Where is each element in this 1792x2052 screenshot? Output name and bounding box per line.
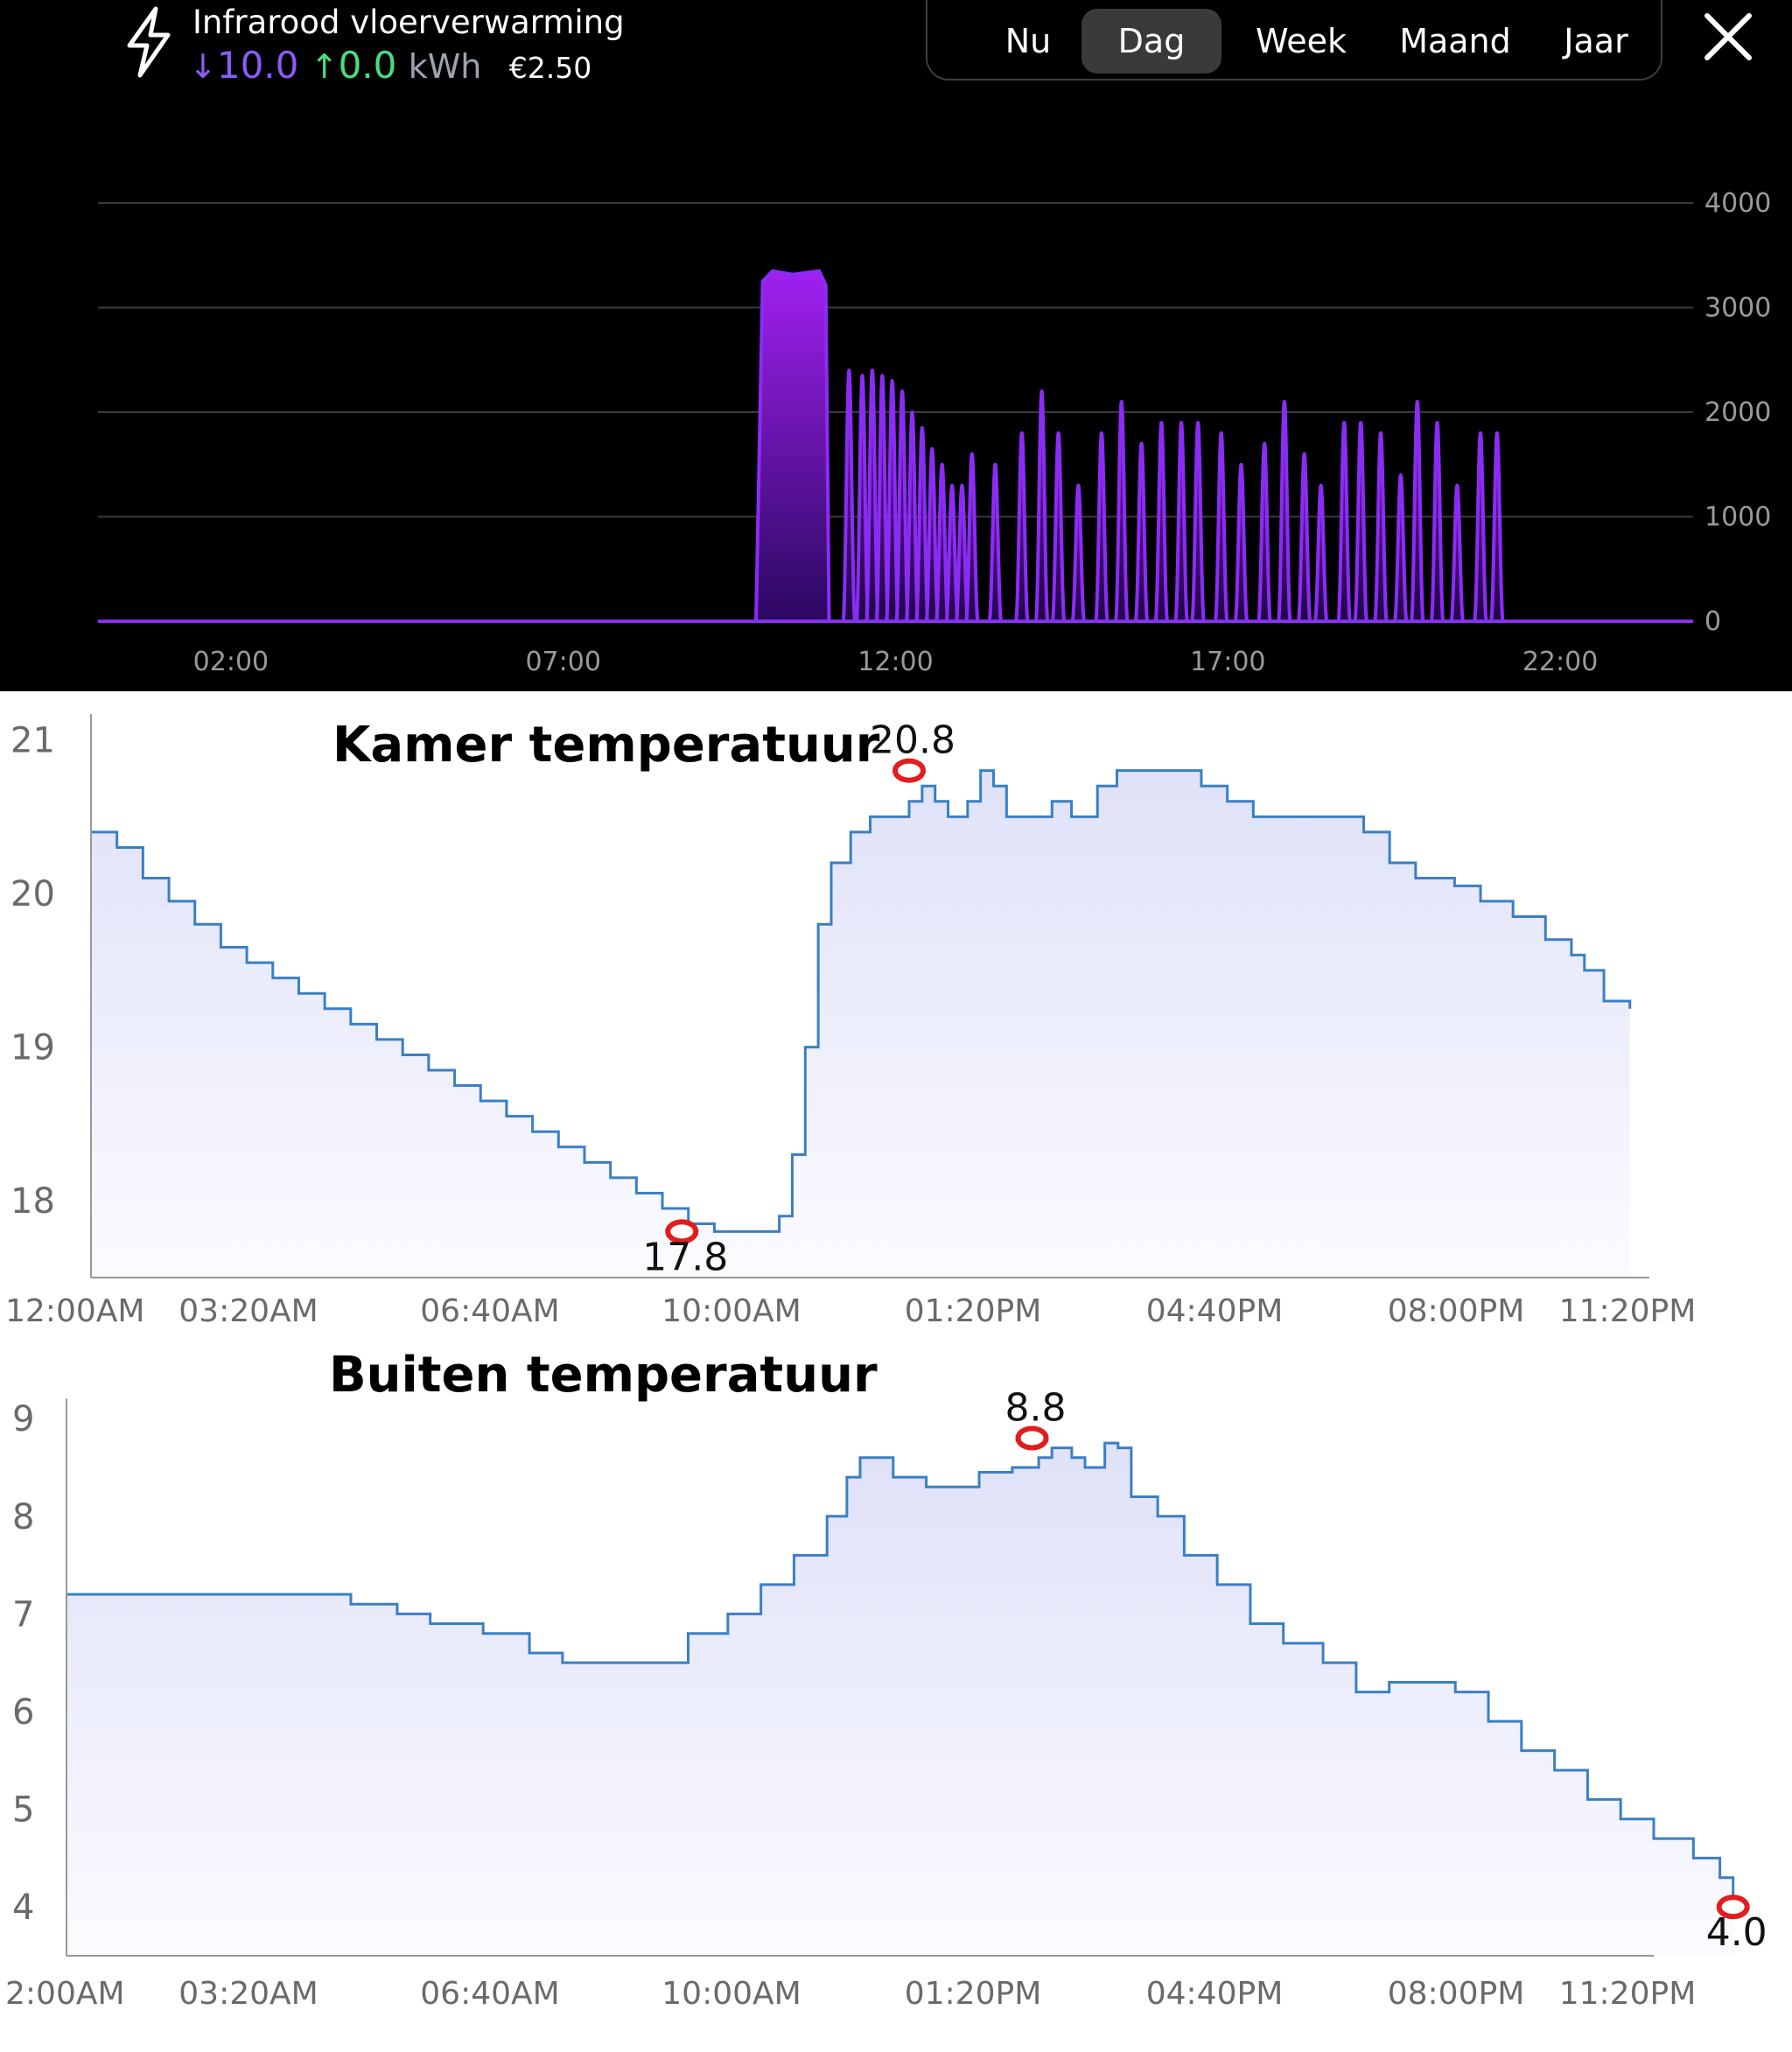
power-pulse <box>1173 420 1189 623</box>
temperature-line <box>91 769 1632 1233</box>
power-pulse <box>987 462 1004 623</box>
min-marker <box>1716 1894 1750 1920</box>
temperature-area <box>91 770 1630 1278</box>
power-pulse <box>1233 462 1250 623</box>
x-tick-label: 02:00 <box>193 647 269 677</box>
x-tick-label: 01:20PM <box>905 1976 1042 2012</box>
y-tick-label: 4000 <box>1704 188 1771 219</box>
power-pulse <box>1213 431 1229 623</box>
max-marker <box>892 758 927 783</box>
device-title: Infrarood vloerverwarming <box>192 4 625 41</box>
power-pulse <box>1256 441 1272 623</box>
y-tick-label: 4 <box>12 1887 34 1928</box>
x-tick-label: 10:00AM <box>662 1293 801 1329</box>
x-tick-label: 11:20PM <box>1559 1293 1697 1329</box>
max-label: 20.8 <box>870 718 956 763</box>
power-pulse <box>1190 420 1206 623</box>
close-icon[interactable] <box>1702 11 1754 63</box>
power-pulse <box>1473 431 1488 623</box>
y-tick-label: 20 <box>10 874 55 914</box>
export-value: 0.0 <box>338 44 397 87</box>
min-label: 17.8 <box>642 1235 728 1279</box>
power-block <box>753 269 831 623</box>
x-tick-label: 08:00PM <box>1388 1293 1525 1329</box>
power-pulse <box>1153 420 1170 623</box>
period-selector: Nu Dag Week Maand Jaar <box>926 0 1662 81</box>
arrow-down-icon: ↓ <box>189 47 217 86</box>
power-pulse <box>1013 431 1030 623</box>
tab-week[interactable]: Week <box>1255 22 1348 60</box>
power-chart: 4000 3000 2000 1000 0 02:00 07:00 12:00 17:00 22:… <box>98 188 1771 677</box>
y-tick-label: 6 <box>12 1692 34 1733</box>
y-tick-label: 7 <box>12 1594 34 1635</box>
power-pulse <box>1133 441 1150 623</box>
x-tick-label: 22:00 <box>1522 647 1598 677</box>
power-pulse <box>1113 400 1130 623</box>
x-tick-label: 01:20PM <box>905 1293 1042 1329</box>
power-pulse <box>1033 389 1050 623</box>
y-tick-label: 3000 <box>1704 293 1771 324</box>
power-pulse <box>1336 420 1353 623</box>
power-pulse <box>1429 420 1446 623</box>
chart-title: Kamer temperatuur <box>332 717 880 774</box>
x-tick-label: 12:00 <box>858 647 933 677</box>
power-pulse <box>1409 400 1425 623</box>
x-tick-label: 04:40PM <box>1146 1976 1284 2012</box>
x-tick-label: 17:00 <box>1190 647 1265 677</box>
power-pulse <box>1373 431 1389 623</box>
temperature-area <box>66 1443 1733 1956</box>
y-tick-label: 5 <box>12 1790 34 1831</box>
x-tick-label: 03:20AM <box>178 1976 318 2012</box>
x-tick-label: 12:00AM <box>5 1293 144 1329</box>
tab-dag[interactable]: Dag <box>1082 9 1222 74</box>
room-temperature-chart: 21 20 19 18 12:00AM 03:20AM 06:40AM 10:00AM 01:2… <box>5 714 1697 1329</box>
max-label: 8.8 <box>1005 1385 1067 1430</box>
x-tick-label: 08:00PM <box>1388 1976 1525 2012</box>
tab-jaar[interactable]: Jaar <box>1564 22 1628 60</box>
x-tick-label: 2:00AM <box>5 1976 125 2012</box>
power-pulse <box>1312 483 1329 623</box>
x-tick-label: 10:00AM <box>662 1976 801 2012</box>
power-pulse <box>1296 452 1312 623</box>
energy-unit: kWh <box>408 47 482 86</box>
arrow-up-icon: ↑ <box>310 47 339 86</box>
tab-maand[interactable]: Maand <box>1399 22 1511 60</box>
temperature-line <box>66 1441 1735 1908</box>
power-pulse <box>1277 400 1292 623</box>
max-marker <box>1015 1425 1049 1451</box>
power-pulse <box>1449 483 1466 623</box>
x-tick-label: 06:40AM <box>420 1293 559 1329</box>
power-pulse <box>1094 431 1110 623</box>
x-tick-label: 03:20AM <box>178 1293 318 1329</box>
y-tick-label: 0 <box>1704 606 1721 637</box>
power-pulse <box>1050 431 1067 623</box>
y-tick-label: 21 <box>10 721 55 761</box>
power-pulse <box>1489 431 1505 623</box>
y-tick-label: 1000 <box>1704 502 1771 533</box>
x-tick-label: 04:40PM <box>1146 1293 1284 1329</box>
chart-title: Buiten temperatuur <box>329 1347 878 1404</box>
y-tick-label: 9 <box>12 1399 34 1439</box>
y-tick-label: 19 <box>10 1028 55 1068</box>
y-tick-label: 8 <box>12 1497 34 1537</box>
power-pulse <box>1392 473 1409 623</box>
power-pulse <box>1353 420 1369 623</box>
import-value: 10.0 <box>216 44 299 87</box>
tab-nu[interactable]: Nu <box>1004 22 1052 60</box>
min-label: 4.0 <box>1706 1910 1768 1955</box>
energy-stats: ↓10.0 ↑0.0 kWh €2.50 <box>189 44 592 87</box>
x-tick-label: 11:20PM <box>1559 1976 1697 2012</box>
power-pulse <box>964 452 980 623</box>
min-marker <box>665 1219 699 1244</box>
x-tick-label: 06:40AM <box>420 1976 559 2012</box>
power-pulse <box>841 368 858 623</box>
power-pulse <box>1070 483 1087 623</box>
lightning-icon <box>127 6 171 78</box>
outdoor-temperature-chart: 9 8 7 6 5 4 2:00AM 03:20AM 06:40AM 10:00AM 01:20PM… <box>5 1347 1768 2012</box>
energy-cost: €2.50 <box>508 51 592 85</box>
y-tick-label: 2000 <box>1704 397 1771 428</box>
y-tick-label: 18 <box>10 1181 55 1222</box>
x-tick-label: 07:00 <box>525 647 600 677</box>
